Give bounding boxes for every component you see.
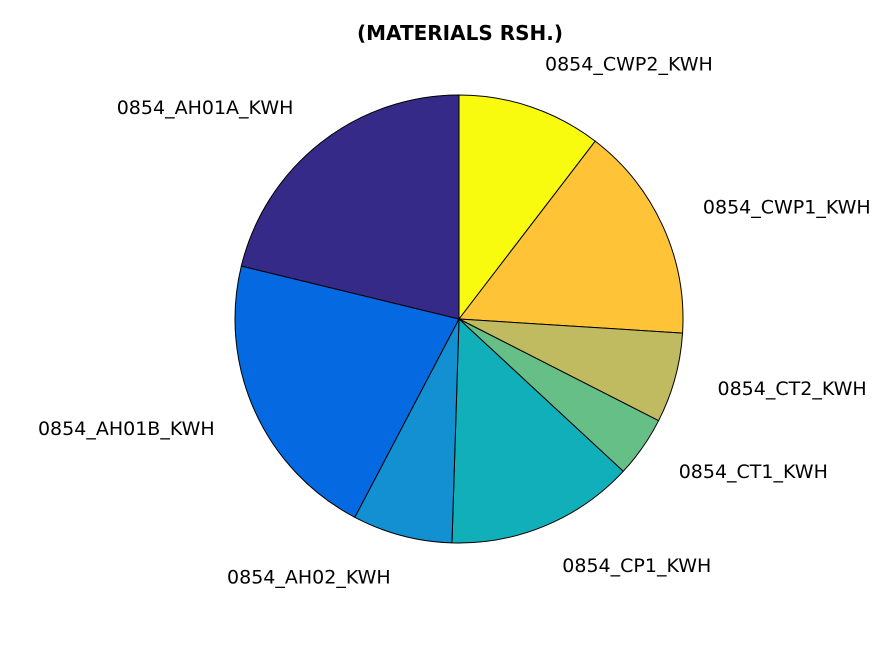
slice-label-0854-cwp2-kwh: 0854_CWP2_KWH [545, 54, 713, 76]
pie-slice-0854-cp1-kwh [451, 317, 624, 544]
pie-slice-0854-ah01a-kwh [240, 94, 460, 320]
slice-label-0854-cp1-kwh: 0854_CP1_KWH [562, 555, 711, 577]
chart-title: (MATERIALS RSH.) [357, 21, 563, 45]
slice-label-0854-ah02-kwh: 0854_AH02_KWH [227, 567, 391, 589]
pie-slices [234, 94, 684, 544]
slice-label-0854-cwp1-kwh: 0854_CWP1_KWH [703, 196, 871, 218]
slice-label-0854-ct2-kwh: 0854_CT2_KWH [718, 378, 867, 400]
slice-label-0854-ct1-kwh: 0854_CT1_KWH [679, 461, 828, 483]
pie-slice-0854-ah01b-kwh [234, 265, 460, 518]
pie-slice-0854-cwp1-kwh [458, 140, 684, 334]
slice-labels: 0854_CWP2_KWH 0854_CWP1_KWH 0854_CT2_KWH 08… [38, 54, 871, 589]
pie-slice-0854-ah02-kwh [354, 318, 460, 544]
slice-label-0854-ah01b-kwh: 0854_AH01B_KWH [38, 418, 215, 440]
slice-label-0854-ah01a-kwh: 0854_AH01A_KWH [117, 97, 294, 119]
pie-slice-0854-cwp2-kwh [458, 94, 596, 321]
